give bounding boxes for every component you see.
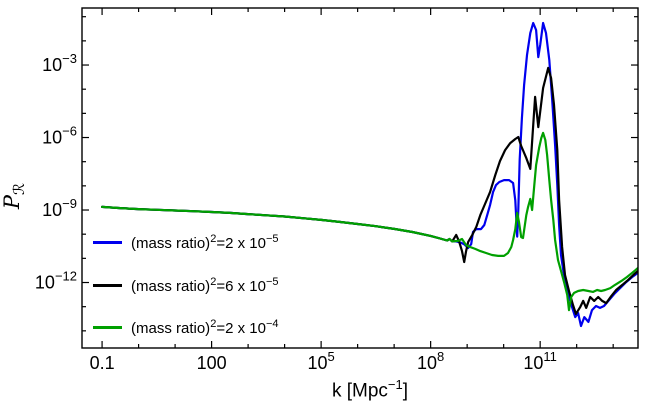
legend-entry: (mass ratio)2=2 x 10−4 xyxy=(93,318,278,337)
legend-label: (mass ratio)2=6 x 10−5 xyxy=(131,276,279,295)
legend-line-swatch xyxy=(93,241,122,244)
legend-line-swatch xyxy=(93,326,122,329)
y-tick-label: 10−6 xyxy=(42,124,77,148)
x-axis-label-exponent: −1 xyxy=(387,377,403,392)
legend-entry: (mass ratio)2=6 x 10−5 xyxy=(93,276,278,295)
legend-label: (mass ratio)2=2 x 10−4 xyxy=(131,318,279,337)
legend-line-swatch xyxy=(93,284,122,287)
y-tick-label: 10−12 xyxy=(35,269,77,293)
x-tick-label: 105 xyxy=(307,349,334,373)
plot-frame xyxy=(81,7,639,349)
x-axis-label: k [Mpc−1] xyxy=(331,377,409,402)
x-tick-label: 0.1 xyxy=(90,353,115,373)
x-tick-label: 108 xyxy=(417,349,444,373)
x-tick-label: 1011 xyxy=(523,349,557,373)
y-tick-label: 10−9 xyxy=(42,196,77,220)
y-axis-label: Pℛ xyxy=(0,183,29,210)
legend-entry: (mass ratio)2=2 x 10−5 xyxy=(93,233,278,252)
y-tick-label: 10−3 xyxy=(42,51,77,75)
y-axis-label-subscript: ℛ xyxy=(10,183,29,196)
series-line-2 xyxy=(100,131,638,312)
x-tick-label: 100 xyxy=(197,353,227,373)
legend-label: (mass ratio)2=2 x 10−5 xyxy=(131,233,279,252)
